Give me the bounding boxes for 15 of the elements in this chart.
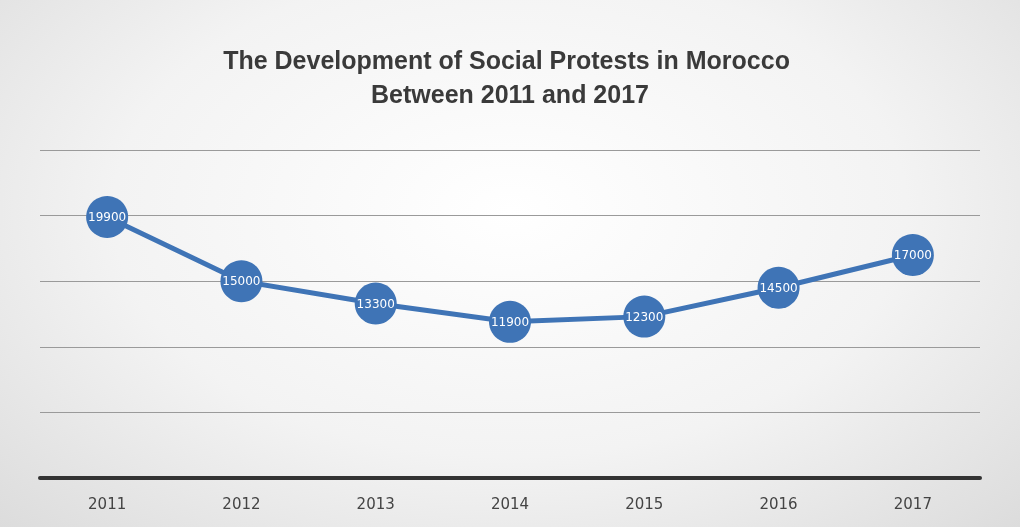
data-label: 13300 [356, 296, 395, 311]
data-label: 14500 [759, 280, 798, 295]
data-label: 17000 [893, 247, 932, 262]
data-label: 19900 [88, 209, 127, 224]
x-tick-label: 2012 [222, 494, 261, 513]
data-label: 15000 [222, 274, 261, 289]
x-tick-label: 2011 [88, 494, 127, 513]
x-tick-label: 2013 [356, 494, 395, 513]
data-label: 12300 [625, 309, 664, 324]
x-tick-label: 2017 [893, 494, 932, 513]
data-label: 11900 [490, 314, 530, 329]
chart-title: The Development of Social Protests in Morocco Between 2011 and 2017 [223, 46, 797, 108]
x-tick-label: 2015 [625, 494, 664, 513]
x-tick-label: 2016 [759, 494, 798, 513]
x-tick-label: 2014 [490, 494, 530, 513]
